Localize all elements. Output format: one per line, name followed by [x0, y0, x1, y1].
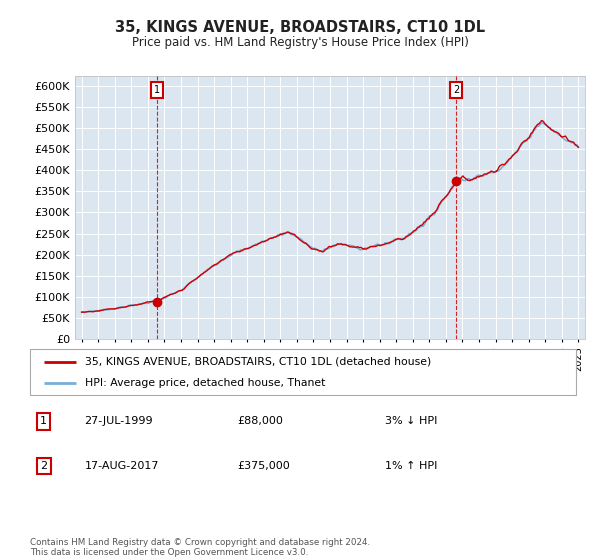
- Text: 27-JUL-1999: 27-JUL-1999: [85, 417, 153, 426]
- Text: Price paid vs. HM Land Registry's House Price Index (HPI): Price paid vs. HM Land Registry's House …: [131, 36, 469, 49]
- Text: 35, KINGS AVENUE, BROADSTAIRS, CT10 1DL: 35, KINGS AVENUE, BROADSTAIRS, CT10 1DL: [115, 20, 485, 35]
- Text: 1% ↑ HPI: 1% ↑ HPI: [385, 461, 437, 471]
- Text: Contains HM Land Registry data © Crown copyright and database right 2024.
This d: Contains HM Land Registry data © Crown c…: [30, 538, 370, 557]
- Text: 2: 2: [40, 461, 47, 471]
- Text: £375,000: £375,000: [238, 461, 290, 471]
- Text: 2: 2: [453, 85, 460, 95]
- Text: 17-AUG-2017: 17-AUG-2017: [85, 461, 159, 471]
- Text: 3% ↓ HPI: 3% ↓ HPI: [385, 417, 437, 426]
- Text: 1: 1: [154, 85, 160, 95]
- Text: £88,000: £88,000: [238, 417, 283, 426]
- FancyBboxPatch shape: [30, 349, 576, 395]
- Text: 35, KINGS AVENUE, BROADSTAIRS, CT10 1DL (detached house): 35, KINGS AVENUE, BROADSTAIRS, CT10 1DL …: [85, 357, 431, 367]
- Text: 1: 1: [40, 417, 47, 426]
- Text: HPI: Average price, detached house, Thanet: HPI: Average price, detached house, Than…: [85, 379, 325, 388]
